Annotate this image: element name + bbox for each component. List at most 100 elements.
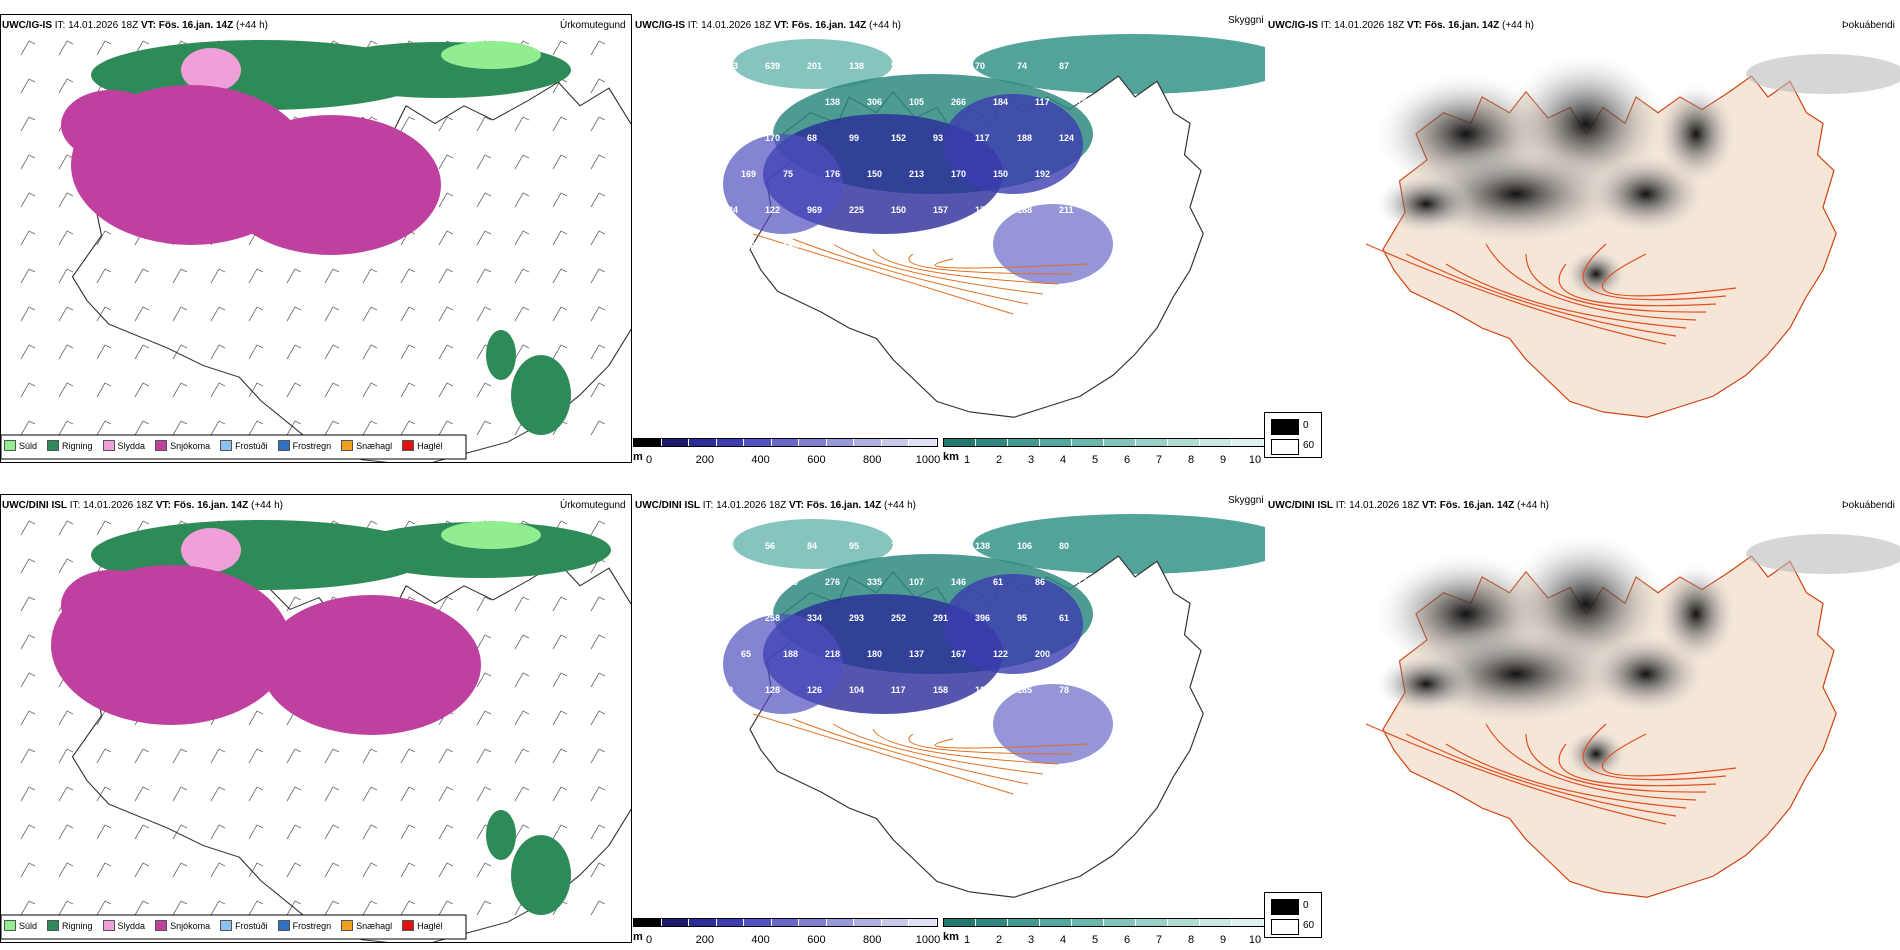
wind-barb [210,344,226,360]
wind-barb [400,748,416,764]
wind-barb [476,420,492,436]
station-value: 188 [1017,133,1032,143]
wind-barb [324,786,340,802]
wind-barb [96,306,112,322]
legend-item: Snæhagl [341,920,392,931]
legend-label: Rigning [62,440,93,451]
station-value: 138 [849,61,864,71]
station-value: 334 [807,613,822,623]
visibility-area [943,574,1083,674]
wind-barb [476,634,492,650]
colorbar-ticks: 1 2 3 4 5 6 7 8 9 10 [943,934,1265,946]
visibility-panel-bottom: 72 56 84 95 78 125 138 106 80 199 279 276 335 107 146 6… [633,494,1265,943]
station-value: 211 [1059,205,1074,215]
wind-barb [58,862,74,878]
wind-barb [96,420,112,436]
fog-area [1566,249,1626,299]
wind-barb [172,786,188,802]
visibility-map-top: 663 639 201 138 55 71 70 74 87 93 98 138 306 105 266 18… [723,34,1265,418]
header-bottom-left: UWC/DINI ISL IT: 14.01.2026 18Z VT: Fös.… [2,500,283,511]
wind-barb [590,710,606,726]
station-value: 213 [909,169,924,179]
legend-swatch [102,440,115,451]
legend-swatch [4,440,16,451]
wind-barb [514,230,530,246]
wind-barb [400,862,416,878]
wind-barb [476,268,492,284]
road-line [1525,733,1707,793]
colorbar-tick-label: 8 [1187,934,1195,946]
colorbar-tick-label: 400 [751,934,770,946]
legend-item: Snæhagl [341,440,392,451]
fog-area [1376,654,1476,714]
station-value: 71 [867,241,877,251]
colorbar-tick-label: 800 [863,934,882,946]
drizzle-area [441,521,541,549]
legend-label: Frostregn [292,920,332,931]
wind-barb [514,192,530,208]
wind-barb [286,306,302,322]
fog-area [1566,729,1626,779]
road-line [752,713,1014,795]
station-value: 176 [825,169,840,179]
station-value: 71 [933,61,943,71]
fog-legend-swatch [1271,439,1299,455]
colorbar-tick-label: 1000 [915,454,941,466]
snow-area [61,90,161,160]
road-line [752,233,1014,315]
wind-barb [438,192,454,208]
station-value: 188 [1017,205,1032,215]
colorbar-tick-label: 3 [1027,454,1035,466]
road-line [934,738,1089,749]
wind-barb [476,710,492,726]
wind-barb [590,420,606,436]
road-line [1601,253,1737,297]
station-value: 252 [891,613,906,623]
panel-title-fog-top: Þokuábendi [1842,20,1895,31]
visibility-m-colorbar-bottom: m 0 200 400 600 800 1000 [633,916,940,948]
precip-type-map-bottom [1,520,631,942]
wind-barb [134,268,150,284]
wind-barb [134,824,150,840]
station-value: 80 [1059,541,1069,551]
wind-barb [134,40,150,56]
wind-barb [438,824,454,840]
legend-swatch [341,440,354,451]
legend-label: Haglél [417,920,443,931]
wind-barb [172,824,188,840]
fog-area [1656,84,1736,184]
road-line [1365,243,1667,345]
wind-barb [590,40,606,56]
colorbar-tick-label: 2 [995,934,1003,946]
wind-barb [96,786,112,802]
station-value: 258 [765,613,780,623]
road-line [1601,733,1737,777]
station-value: 170 [951,169,966,179]
colorbar-ticks: 1 2 3 4 5 6 7 8 9 10 [943,454,1265,466]
wind-barb [20,192,36,208]
road-line [908,733,1074,755]
fog-legend-swatch [1271,899,1299,915]
wind-barb [96,900,112,916]
colorbar-tick-label: 7 [1155,454,1163,466]
legend-swatch [220,440,233,451]
station-value: 125 [975,685,990,695]
wind-barb [210,306,226,322]
colorbar-tick-label: 200 [695,934,714,946]
colorbar-strip [633,918,938,927]
fog-area [1746,534,1900,574]
wind-barb [324,900,340,916]
station-value: 75 [783,169,793,179]
colorbar-segment [1072,439,1104,446]
station-value: 150 [891,205,906,215]
colorbar-tick-label: 600 [807,934,826,946]
station-value: 126 [807,685,822,695]
legend-swatch [277,440,290,451]
station-value: 151 [1077,97,1092,107]
colorbar-segment [944,439,976,446]
wind-barb [590,634,606,650]
wind-barb [96,40,112,56]
colorbar-tick-label: 5 [1091,454,1099,466]
road-line [1485,243,1697,321]
station-value: 74 [1017,61,1027,71]
